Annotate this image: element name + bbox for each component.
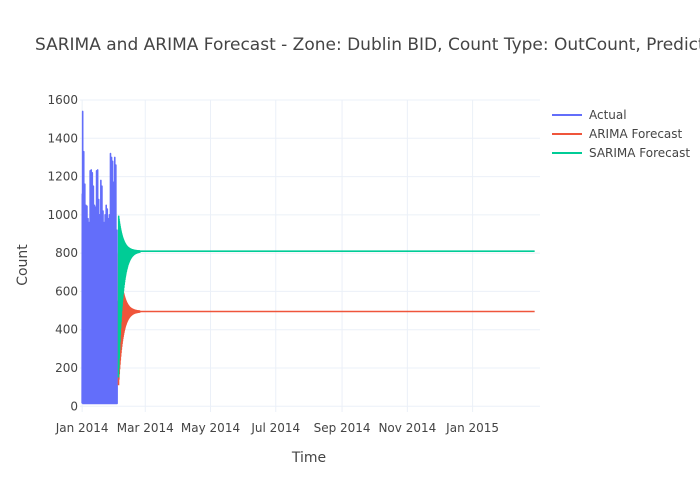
x-tick-label: Sep 2014 — [314, 421, 371, 435]
x-tick-label: Jul 2014 — [250, 421, 300, 435]
x-tick-label: May 2014 — [181, 421, 240, 435]
x-tick-label: Jan 2015 — [445, 421, 499, 435]
plot-area — [81, 110, 535, 405]
y-axis-ticks: 0 200 400 600 800 1000 1200 1400 1600 — [47, 93, 78, 413]
legend[interactable]: Actual ARIMA Forecast SARIMA Forecast — [552, 108, 690, 160]
x-axis-title: Time — [291, 450, 326, 466]
grid-lines — [80, 99, 540, 412]
chart-title: SARIMA and ARIMA Forecast - Zone: Dublin… — [35, 35, 700, 55]
series-line-sarima-forecast — [117, 215, 535, 378]
x-axis-ticks: Jan 2014 Mar 2014 May 2014 Jul 2014 Sep 2014… — [55, 421, 499, 435]
y-tick-label: 200 — [55, 361, 78, 375]
legend-item[interactable]: ARIMA Forecast — [552, 127, 683, 141]
legend-item[interactable]: SARIMA Forecast — [552, 146, 690, 160]
y-tick-label: 1400 — [47, 131, 78, 145]
legend-label: Actual — [589, 108, 627, 122]
series-line-actual — [81, 110, 119, 405]
series-line-arima-forecast — [117, 252, 535, 386]
y-tick-label: 600 — [55, 284, 78, 298]
x-tick-label: Mar 2014 — [117, 421, 174, 435]
legend-item[interactable]: Actual — [552, 108, 627, 122]
y-tick-label: 0 — [70, 399, 78, 413]
y-tick-label: 1000 — [47, 208, 78, 222]
x-tick-label: Jan 2014 — [55, 421, 109, 435]
y-axis-title: Count — [15, 244, 31, 286]
y-tick-label: 800 — [55, 246, 78, 260]
y-tick-label: 400 — [55, 323, 78, 337]
y-tick-label: 1600 — [47, 93, 78, 107]
x-tick-label: Nov 2014 — [378, 421, 436, 435]
legend-label: SARIMA Forecast — [589, 146, 690, 160]
legend-label: ARIMA Forecast — [589, 127, 683, 141]
y-tick-label: 1200 — [47, 170, 78, 184]
